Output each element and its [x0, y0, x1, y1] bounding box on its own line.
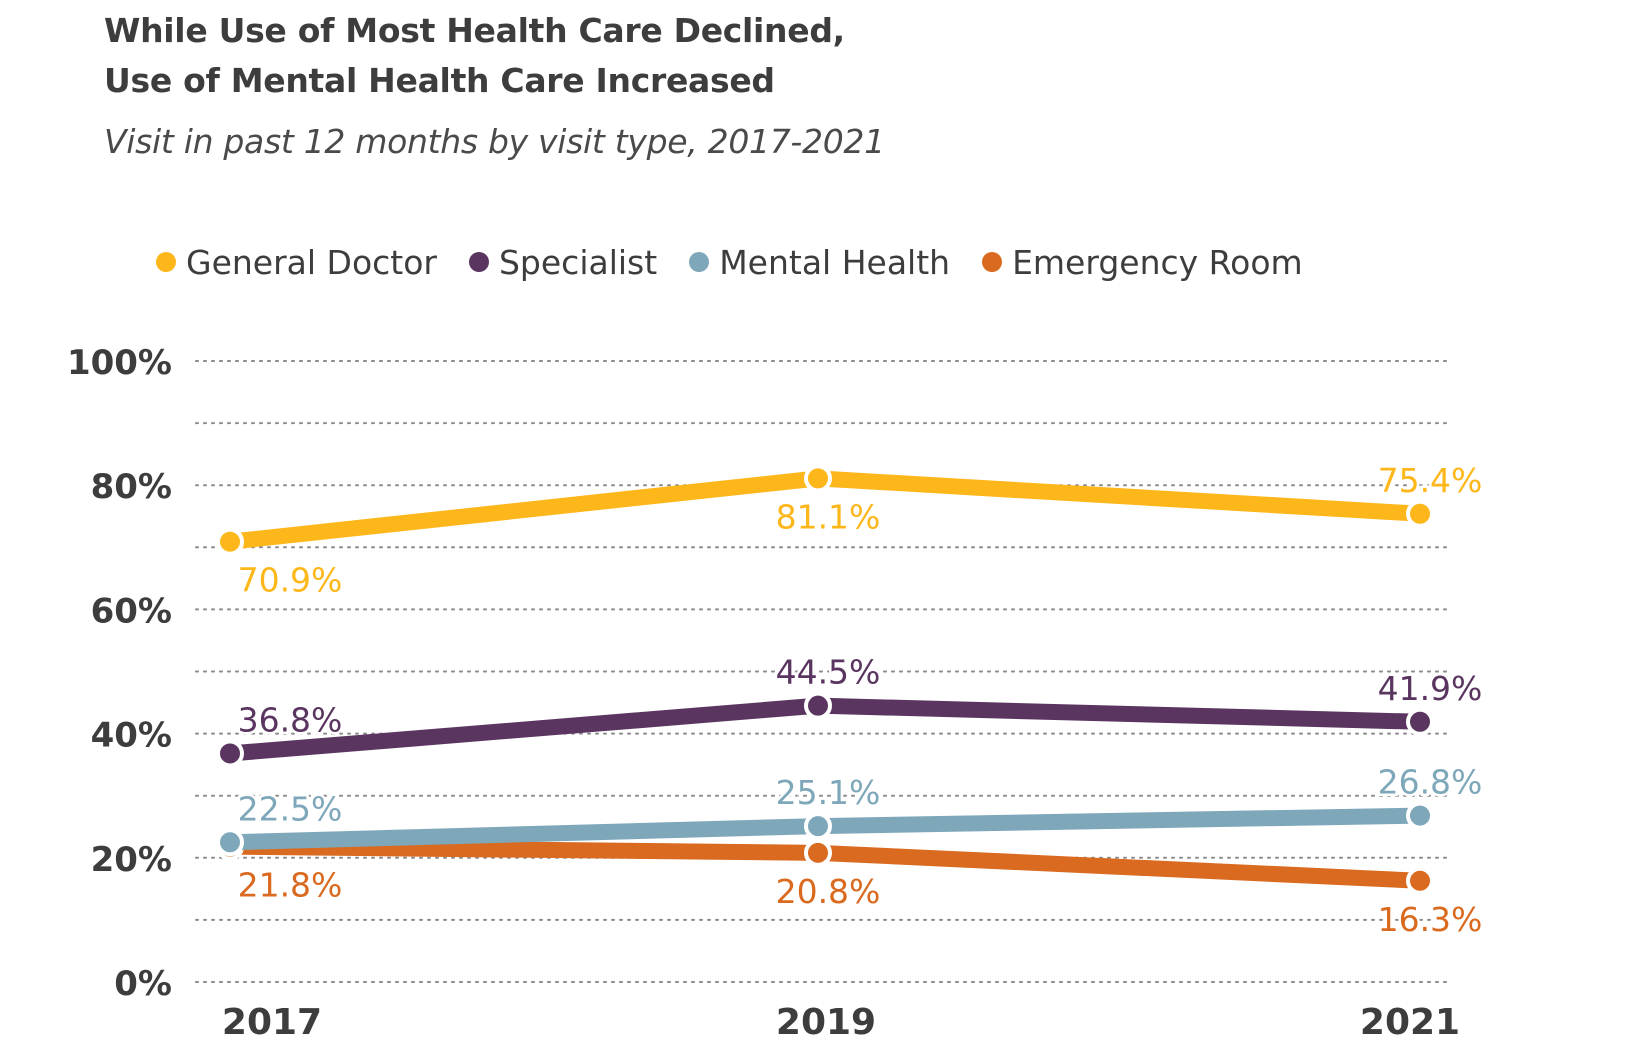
legend-swatch-emergency-room	[982, 252, 1003, 272]
y-tick-label: 60%	[91, 591, 172, 631]
data-label-emergency-room: 21.8%	[238, 866, 343, 905]
data-point-emergency-room	[1406, 866, 1434, 895]
x-tick-label: 2017	[222, 1002, 322, 1043]
data-label-specialist: 44.5%	[776, 653, 881, 692]
legend-item-mental-health: Mental Health	[689, 243, 950, 282]
legend-swatch-general-doctor	[156, 252, 176, 272]
data-label-general-doctor: 70.9%	[238, 561, 343, 600]
data-point-general-doctor	[1406, 499, 1434, 528]
legend-item-general-doctor: General Doctor	[156, 243, 437, 282]
y-tick-label: 40%	[91, 716, 172, 756]
data-label-general-doctor: 75.4%	[1378, 461, 1483, 500]
data-point-specialist	[804, 691, 832, 720]
x-axis-labels: 2017 2019 2021	[222, 1002, 1460, 1043]
legend-item-specialist: Specialist	[468, 242, 658, 282]
legend-label: Specialist	[498, 242, 658, 282]
data-label-specialist: 36.8%	[238, 700, 343, 739]
y-tick-label: 80%	[91, 467, 172, 507]
series-general-doctor	[216, 464, 1434, 556]
data-point-general-doctor	[804, 464, 832, 493]
legend-label: Mental Health	[719, 242, 951, 282]
data-point-mental-health	[804, 812, 832, 841]
y-tick-label: 0%	[114, 964, 172, 1004]
chart-title: While Use of Most Health Care Declined, …	[104, 6, 845, 106]
data-label-emergency-room: 16.3%	[1378, 900, 1483, 939]
data-label-mental-health: 22.5%	[238, 789, 343, 828]
series-mental-health	[216, 801, 1434, 857]
legend-swatch-specialist	[468, 252, 489, 272]
data-label-mental-health: 26.8%	[1378, 763, 1483, 802]
x-tick-label: 2019	[776, 1002, 876, 1043]
data-point-emergency-room	[804, 838, 832, 867]
legend-label: General Doctor	[186, 242, 437, 282]
data-point-general-doctor	[216, 527, 244, 556]
y-tick-label: 100%	[67, 343, 172, 383]
data-label-general-doctor: 81.1%	[776, 497, 881, 536]
data-point-mental-health	[1406, 801, 1434, 830]
data-point-specialist	[216, 739, 244, 768]
data-label-specialist: 41.9%	[1378, 669, 1483, 708]
data-point-specialist	[1406, 707, 1434, 736]
data-label-mental-health: 25.1%	[776, 773, 881, 812]
legend-label: Emergency Room	[1012, 242, 1303, 282]
x-tick-label: 2021	[1360, 1002, 1460, 1043]
data-labels: 70.9% 81.1% 75.4% 36.8% 44.5% 41.9% 22.5% 25.1%…	[235, 458, 1485, 941]
title-line-2: Use of Mental Health Care Increased	[104, 61, 775, 100]
data-point-mental-health	[216, 828, 244, 857]
legend-item-emergency-room: Emergency Room	[982, 243, 1303, 282]
chart-subtitle: Visit in past 12 months by visit type, 2…	[104, 122, 885, 161]
legend-swatch-mental-health	[689, 252, 710, 272]
y-tick-label: 20%	[91, 840, 172, 880]
series-lines	[216, 464, 1434, 895]
chart-legend: General Doctor Specialist Mental Health …	[156, 240, 1335, 284]
data-label-emergency-room: 20.8%	[776, 872, 881, 911]
series-specialist	[216, 691, 1434, 768]
title-line-1: While Use of Most Health Care Declined,	[104, 11, 845, 50]
y-axis-labels: 0% 20% 40% 60% 80% 100%	[67, 343, 172, 1004]
